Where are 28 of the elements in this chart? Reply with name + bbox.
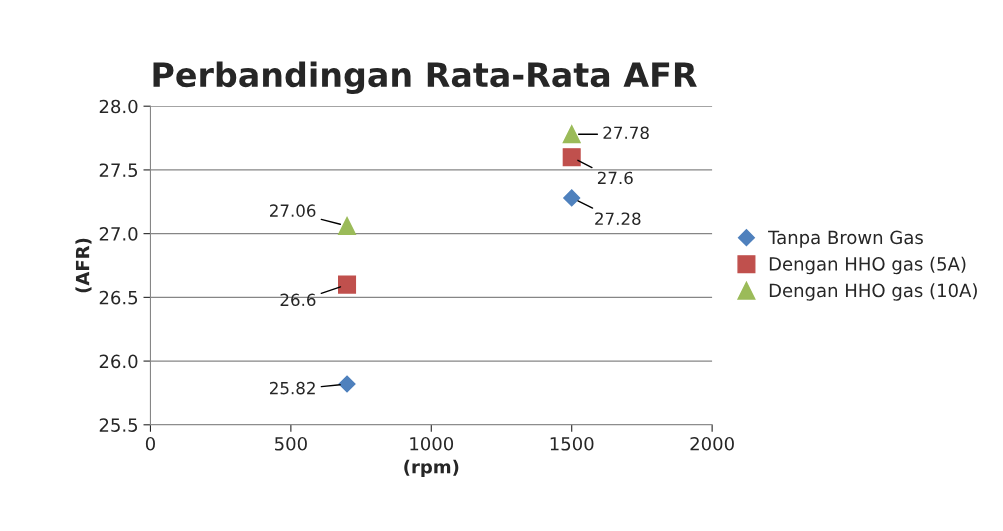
x-axis-title: (rpm) bbox=[404, 459, 459, 478]
data-label: 27.28 bbox=[595, 212, 641, 226]
x-tick-label: 500 bbox=[275, 436, 307, 451]
x-tick-label: 1000 bbox=[410, 436, 454, 451]
x-tick-label: 1500 bbox=[550, 436, 594, 451]
point bbox=[563, 189, 581, 207]
data-label: 25.82 bbox=[269, 381, 315, 395]
y-tick-label: 27.0 bbox=[99, 227, 138, 241]
point bbox=[338, 216, 357, 236]
data-label: 27.6 bbox=[597, 171, 633, 185]
chart-title: Perbandingan Rata-Rata AFR bbox=[153, 61, 697, 94]
legend-label: Dengan HHO gas (10A) bbox=[769, 283, 977, 301]
x-tick-label: 0 bbox=[145, 436, 155, 451]
y-tick-label: 28.0 bbox=[99, 99, 138, 114]
point bbox=[338, 375, 356, 393]
data-label: 27.06 bbox=[269, 204, 316, 217]
point bbox=[562, 125, 581, 144]
data-label: 27.78 bbox=[603, 126, 649, 140]
legend-label: Tanpa Brown Gas bbox=[768, 230, 923, 248]
y-tick-label: 26.0 bbox=[99, 354, 138, 369]
y-tick-label: 26.5 bbox=[99, 290, 138, 305]
legend-label: Dengan HHO gas (5A) bbox=[769, 256, 966, 275]
y-tick-label: 25.5 bbox=[99, 418, 138, 432]
y-tick-label: 27.5 bbox=[99, 163, 138, 178]
x-tick-label: 2000 bbox=[690, 436, 734, 451]
point bbox=[562, 148, 581, 167]
y-axis-title: (AFR) bbox=[75, 238, 92, 293]
point bbox=[338, 275, 357, 294]
